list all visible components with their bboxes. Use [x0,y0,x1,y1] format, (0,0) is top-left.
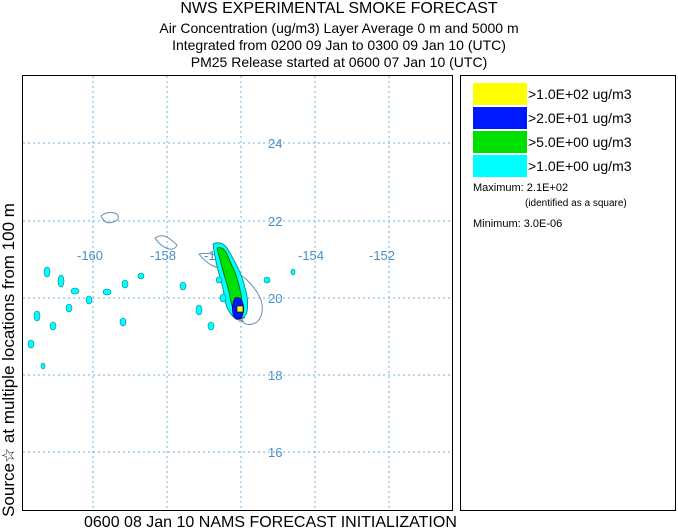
source-height-label: Source☆ at multiple locations from 100 m [0,203,18,517]
patch [219,293,227,303]
release-start: PM25 Release started at 0600 07 Jan 10 (… [190,54,488,70]
legend-swatch-yellow [473,83,527,105]
scattered-smoke-patches [27,266,296,370]
map-canvas[interactable]: 24 22 20 18 16 -160 -158 -156 -154 -152 … [23,76,453,511]
lat-label-20: 20 [268,291,282,306]
legend-label-1: >1.0E+02 ug/m3 [528,86,632,102]
patch [65,303,73,313]
minimum-value: Minimum: 3.0E-06 [473,218,563,230]
patch [43,266,51,278]
lon-labels: -160 -158 -156 -154 -152 [77,248,395,263]
patch [49,321,57,331]
integration-period: Integrated from 0200 09 Jan to 0300 09 J… [172,37,506,53]
patch [40,362,46,370]
lat-label-16: 16 [268,445,282,460]
lat-label-22: 22 [268,214,282,229]
patch [33,310,41,322]
patch [207,321,215,331]
lon-label-154: -154 [298,248,324,263]
legend-label-2: >2.0E+01 ug/m3 [528,110,632,126]
smoke-map[interactable]: 24 22 20 18 16 -160 -158 -156 -154 -152 … [22,75,453,511]
patch [102,288,112,296]
legend-swatch-blue [473,107,527,129]
coast-niihau-kauai [100,211,119,224]
legend-swatch-cyan [473,155,527,177]
side-label-container: Source☆ at multiple locations from 100 m [0,70,20,517]
patch [57,274,65,288]
patch [263,276,271,284]
coast-oahu [154,235,178,250]
lon-label-160: -160 [77,248,103,263]
max-concentration-square [236,305,244,313]
patch [179,281,187,291]
legend-label-4: >1.0E+00 ug/m3 [528,158,632,174]
lon-label-152: -152 [369,248,395,263]
patch [195,304,203,316]
legend-label-3: >5.0E+00 ug/m3 [528,134,632,150]
maximum-value: Maximum: 2.1E+02 [473,182,569,194]
patch [70,287,80,295]
patch [85,295,93,305]
patch [215,276,223,284]
legend-swatch-green [473,131,527,153]
patch [137,272,145,280]
maximum-note: (identified as a square) [525,198,627,209]
patch [27,339,35,349]
patch [121,279,129,289]
patch [119,317,127,327]
lat-labels: 24 22 20 18 16 [268,136,282,460]
source-star-icon: ☆ [236,312,246,325]
patch [290,268,296,276]
lat-label-18: 18 [268,368,282,383]
smoke-plume: ☆ [212,242,249,325]
lat-label-24: 24 [268,136,282,151]
map-title: NWS EXPERIMENTAL SMOKE FORECAST [180,0,498,17]
concentration-subtitle: Air Concentration (ug/m3) Layer Average … [159,20,519,36]
forecast-initialization-label: 0600 08 Jan 10 NAMS FORECAST INITIALIZAT… [84,514,457,531]
lon-label-158: -158 [150,248,176,263]
legend-panel: >1.0E+02 ug/m3 >2.0E+01 ug/m3 >5.0E+00 u… [460,75,676,511]
